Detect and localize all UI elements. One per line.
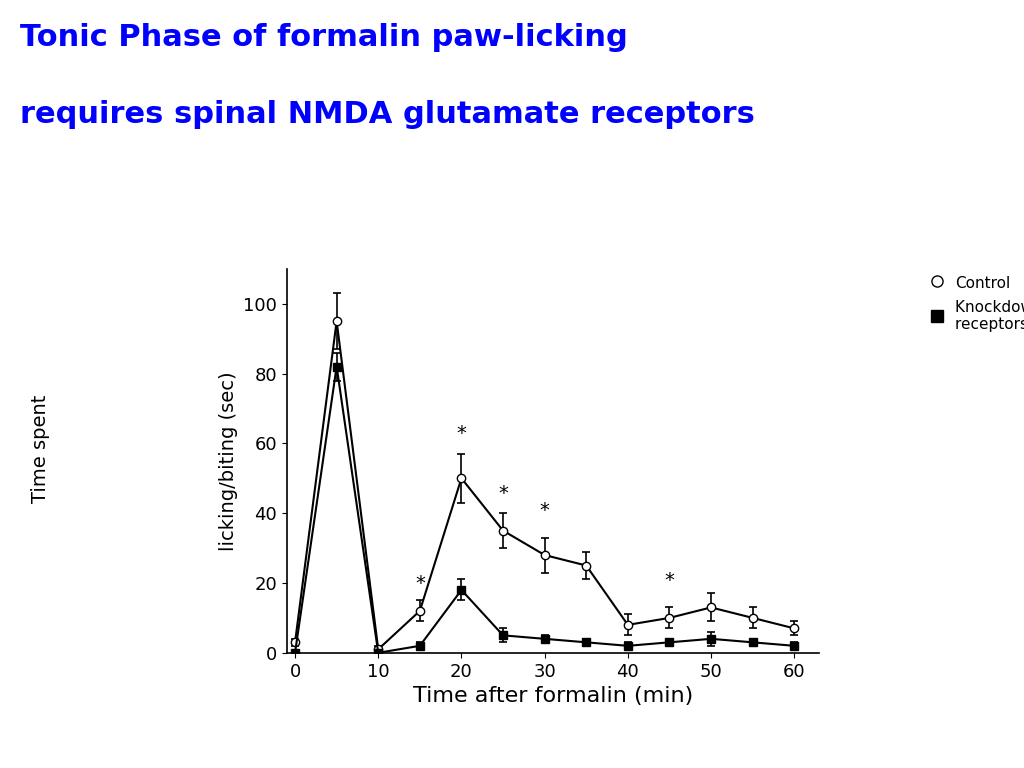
Legend: Control, Knockdown of NMDA
receptors in spinal cord: Control, Knockdown of NMDA receptors in … — [922, 269, 1024, 339]
Text: *: * — [498, 484, 508, 503]
Text: *: * — [665, 571, 675, 590]
X-axis label: Time after formalin (min): Time after formalin (min) — [413, 686, 693, 706]
Y-axis label: licking/biting (sec): licking/biting (sec) — [218, 371, 238, 551]
Text: *: * — [415, 574, 425, 594]
Text: *: * — [457, 425, 466, 443]
Text: *: * — [540, 502, 550, 520]
Text: Tonic Phase of formalin paw-licking: Tonic Phase of formalin paw-licking — [20, 23, 629, 52]
Text: Time spent: Time spent — [32, 395, 50, 504]
Text: requires spinal NMDA glutamate receptors: requires spinal NMDA glutamate receptors — [20, 100, 756, 129]
